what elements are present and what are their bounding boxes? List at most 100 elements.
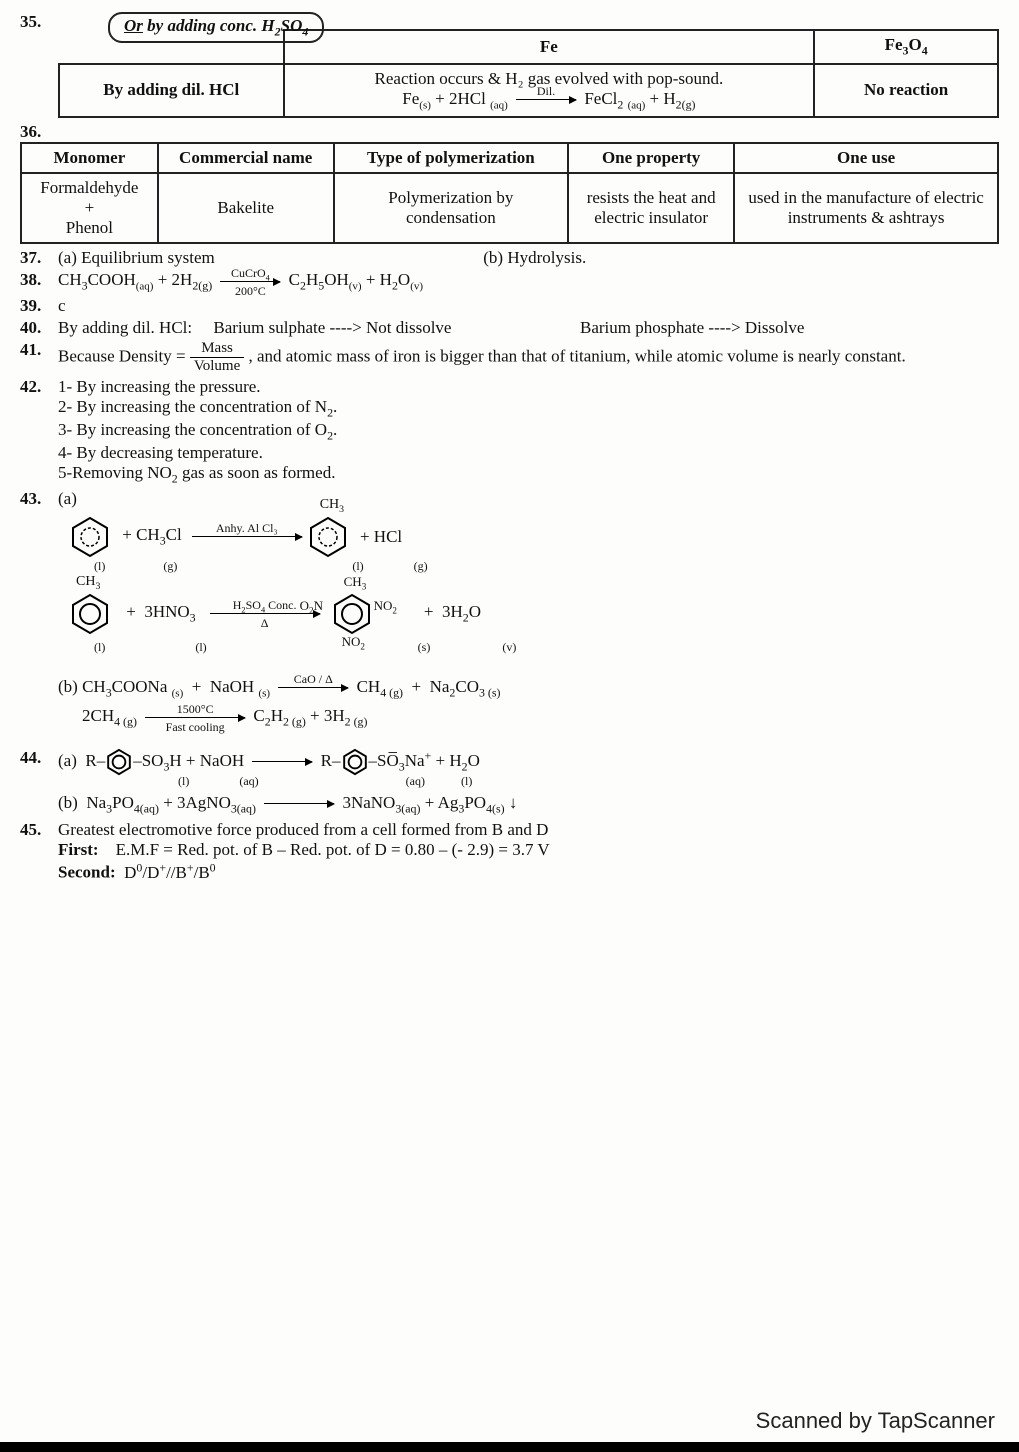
q44-num: 44. [20, 748, 58, 768]
q45-l3-a: Second: [58, 863, 116, 882]
q44-a-label: (a) [58, 750, 77, 769]
benzene-icon [68, 515, 112, 559]
q35-content: Or by adding conc. H2SO4 Fe Fe3O4 By add… [58, 12, 999, 118]
q35-r2c3: No reaction [814, 64, 998, 117]
q43-r1-prod: CH3 [306, 515, 350, 559]
q38: 38. CH3COOH(aq) + 2H2(g) CuCrO4 200°C C2… [20, 270, 999, 293]
q36-table: Monomer Commercial name Type of polymeri… [20, 142, 999, 244]
q41-frac: Mass Volume [190, 340, 244, 375]
q38-arrow-top: CuCrO4 [220, 266, 280, 282]
q43-b-label: (b) [58, 677, 78, 696]
q45-l2-a: First: [58, 840, 99, 859]
q36-h2: Type of polymerization [334, 143, 568, 173]
q35-r2c2: Reaction occurs & H₂ gas evolved with po… [284, 64, 815, 117]
q39-ans: c [58, 296, 999, 316]
q36-use: used in the manufacture of electric inst… [734, 173, 998, 243]
q43-b1-top: CaO / Δ [278, 672, 348, 687]
q42-i1: 2- By increasing the concentration of N2… [58, 397, 999, 420]
q44-a: (a) R––SO3H + NaOH R––SO̅3Na+ + H2O [58, 748, 999, 776]
q45-content: Greatest electromotive force produced fr… [58, 820, 999, 883]
q43-r1-r: + HCl [356, 527, 402, 547]
q36-prop: resists the heat and electric insulator [568, 173, 734, 243]
q35-arrow-label: Dil. [516, 84, 576, 99]
q43-r2: CH3 + 3HNO3 H2SO4 Conc. Δ CH3 O2N NO2 NO… [68, 592, 999, 636]
q38-content: CH3COOH(aq) + 2H2(g) CuCrO4 200°C C2H5OH… [58, 270, 999, 293]
q43-r2-arrow-bot: Δ [210, 616, 320, 631]
q42-i2: 3- By increasing the concentration of O2… [58, 420, 999, 443]
q40-num: 40. [20, 318, 58, 338]
q45-l3: Second: D0/D+//B+/B0 [58, 860, 999, 883]
benzene-icon [68, 592, 112, 636]
q36-type: Polymerization by condensation [334, 173, 568, 243]
q36-h0: Monomer [21, 143, 158, 173]
q37-a: (a) Equilibrium system [58, 248, 215, 267]
q42-i4: 5-Removing NO2 gas as soon as formed. [58, 463, 999, 486]
q45-l1: Greatest electromotive force produced fr… [58, 820, 999, 840]
q39-num: 39. [20, 296, 58, 316]
q43-r2-react: CH3 [68, 592, 112, 636]
q41-frac-d: Volume [190, 358, 244, 375]
q40: 40. By adding dil. HCl: Barium sulphate … [20, 318, 999, 338]
q43-num: 43. [20, 489, 58, 509]
q43-b2: 2CH4 (g) 1500°C Fast cooling C2H2 (g) + … [82, 706, 999, 729]
q37-b: (b) Hydrolysis. [483, 248, 586, 267]
q45-num: 45. [20, 820, 58, 840]
page: 35. Or by adding conc. H2SO4 Fe Fe3O4 By… [0, 0, 1019, 1452]
q45: 45. Greatest electromotive force produce… [20, 820, 999, 883]
q44: 44. (a) R––SO3H + NaOH R––SO̅3Na+ + H2O … [20, 748, 999, 816]
q44-b: (b) Na3PO4(aq) + 3AgNO3(aq) 3NaNO3(aq) +… [58, 793, 999, 816]
q36: 36. [20, 122, 999, 142]
q35-note: Or by adding conc. H2SO4 [108, 12, 324, 43]
q41: 41. Because Density = Mass Volume , and … [20, 340, 999, 375]
q45-l3-b: D0/D+//B+/B0 [124, 863, 215, 882]
q42: 42. 1- By increasing the pressure. 2- By… [20, 377, 999, 487]
q37-num: 37. [20, 248, 58, 268]
q42-i3: 4- By decreasing temperature. [58, 443, 999, 463]
q37: 37. (a) Equilibrium system (b) Hydrolysi… [20, 248, 999, 268]
q41-frac-n: Mass [190, 340, 244, 358]
q41-pre: Because Density = [58, 346, 186, 365]
q35: 35. Or by adding conc. H2SO4 Fe Fe3O4 By… [20, 12, 999, 118]
q43: 43. (a) + CH3Cl Anhy. Al Cl₃ CH3 + HCl [20, 489, 999, 730]
q38-arrow-bot: 200°C [220, 284, 280, 299]
q43-r2-prod: CH3 O2N NO2 NO2 [330, 592, 374, 636]
q43-b2-bot: Fast cooling [145, 720, 245, 735]
q45-l2-b: E.M.F = Red. pot. of B – Red. pot. of D … [116, 840, 550, 859]
q43-a-label: (a) [58, 489, 77, 508]
q43-r2-r: + 3H2O [420, 602, 481, 625]
q35-r2c1: By adding dil. HCl [59, 64, 284, 117]
q40-a: By adding dil. HCl: [58, 318, 192, 337]
bottom-bar [0, 1442, 1019, 1452]
q41-num: 41. [20, 340, 58, 360]
q36-h3: One property [568, 143, 734, 173]
q43-r1-arrow: Anhy. Al Cl₃ [192, 521, 302, 536]
q43-r1-states: (l)(g) (l)(g) [74, 559, 999, 574]
q43-r1-l: + CH3Cl [118, 525, 182, 548]
q45-l2: First: E.M.F = Red. pot. of B – Red. pot… [58, 840, 999, 860]
q43-b2-top: 1500°C [145, 702, 245, 717]
benzene-icon [306, 515, 350, 559]
q36-num: 36. [20, 122, 58, 142]
q44-a-states: (l)(aq) (aq)(l) [178, 774, 999, 789]
q36-h1: Commercial name [158, 143, 334, 173]
q36-h4: One use [734, 143, 998, 173]
q43-r2-plus: + 3HNO3 [122, 602, 196, 625]
benzene-icon [341, 748, 369, 776]
q44-b-label: (b) [58, 793, 78, 812]
q39: 39. c [20, 296, 999, 316]
q43-b: (b) CH3COONa (s) + NaOH (s) CaO / Δ CH4 … [58, 677, 999, 700]
q41-post: , and atomic mass of iron is bigger than… [249, 346, 906, 365]
q43-r2-states: (l)(l) (s)(v) [74, 640, 999, 655]
q37-content: (a) Equilibrium system (b) Hydrolysis. [58, 248, 999, 268]
q35-num: 35. [20, 12, 58, 32]
q42-content: 1- By increasing the pressure. 2- By inc… [58, 377, 999, 487]
benzene-icon [330, 592, 374, 636]
benzene-icon [105, 748, 133, 776]
q42-num: 42. [20, 377, 58, 397]
q40-content: By adding dil. HCl: Barium sulphate ----… [58, 318, 999, 338]
q35-note-text: Or [124, 16, 143, 35]
q44-content: (a) R––SO3H + NaOH R––SO̅3Na+ + H2O (l)(… [58, 748, 999, 816]
q38-num: 38. [20, 270, 58, 290]
q41-content: Because Density = Mass Volume , and atom… [58, 340, 999, 375]
q40-c: Barium phosphate ----> Dissolve [580, 318, 804, 337]
